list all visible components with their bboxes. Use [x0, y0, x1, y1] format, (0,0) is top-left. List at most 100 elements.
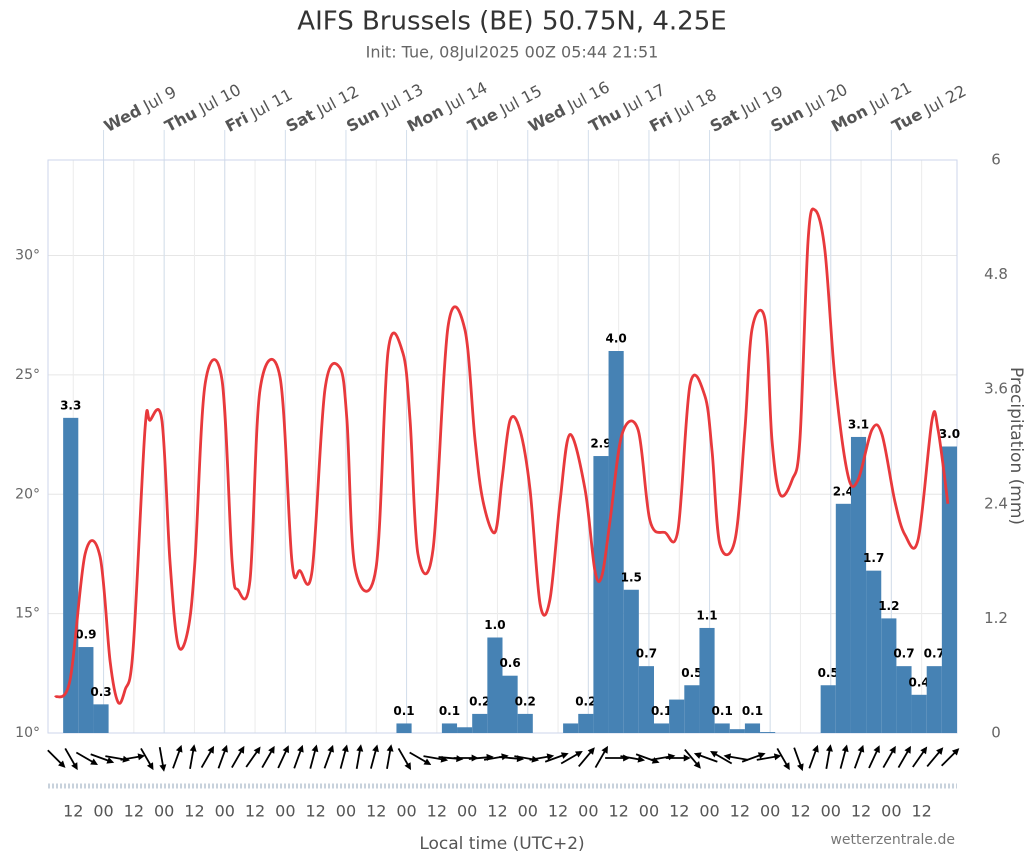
precip-bar: [608, 351, 624, 733]
temperature-line: [54, 207, 950, 705]
x-tick-label: 00: [457, 802, 477, 821]
x-tick-label: 00: [518, 802, 538, 821]
precip-bar: [623, 589, 639, 733]
x-tick-label: 12: [184, 802, 204, 821]
wind-head: [237, 745, 245, 754]
data-label: 0.1: [712, 704, 733, 718]
x-tick-label: 12: [790, 802, 810, 821]
precip-bar: [684, 685, 700, 733]
precip-bar: [638, 666, 654, 733]
precip-bar: [487, 637, 503, 733]
wind-head: [920, 746, 928, 755]
wind-head: [189, 744, 197, 752]
data-label: 4.0: [605, 332, 626, 346]
wind-arrow: [47, 749, 66, 768]
data-label: 0.1: [393, 704, 414, 718]
data-label: 3.3: [60, 398, 81, 412]
x-tick-label: 00: [760, 802, 780, 821]
wind-arrow: [897, 745, 911, 768]
data-label: 0.7: [893, 647, 914, 661]
x-tick-label: 00: [639, 802, 659, 821]
wind-head: [797, 763, 804, 772]
x-tick-label: 00: [93, 802, 113, 821]
data-label: 0.1: [742, 704, 763, 718]
wind-head: [904, 745, 911, 754]
wind-head: [207, 745, 215, 754]
precip-bar: [472, 713, 488, 733]
wind-head: [873, 745, 880, 754]
data-label: 0.7: [924, 647, 945, 661]
x-tick-label: 12: [427, 802, 447, 821]
wind-head: [637, 755, 646, 763]
wind-arrow: [189, 744, 197, 769]
wind-head: [423, 758, 432, 765]
wind-arrow: [825, 744, 833, 769]
wind-arrow: [293, 744, 304, 769]
precip-bar: [63, 417, 79, 733]
wind-head: [683, 754, 691, 762]
precip-bar: [669, 699, 685, 733]
wind-arrow: [578, 747, 595, 768]
x-tick-label: 00: [699, 802, 719, 821]
wind-arrow: [529, 753, 555, 761]
precip-bar: [881, 618, 897, 733]
x-tick-label: 00: [881, 802, 901, 821]
wind-head: [574, 751, 583, 758]
wind-head: [253, 746, 261, 755]
wind-arrow: [756, 753, 782, 761]
wind-arrow: [839, 744, 849, 769]
wind-arrow: [217, 744, 228, 769]
wind-arrow: [172, 744, 183, 769]
data-label: 1.7: [863, 551, 884, 565]
precip-bar: [835, 503, 851, 733]
x-tick-label: 00: [215, 802, 235, 821]
wind-head: [757, 752, 766, 759]
y2-tick-label: 2.4: [984, 494, 1008, 512]
y2-tick-label: 6: [991, 151, 1001, 169]
data-label: 0.1: [439, 704, 460, 718]
x-tick-label: 12: [730, 802, 750, 821]
wind-arrow: [741, 752, 766, 763]
wind-head: [106, 757, 115, 764]
y-tick-label: 30°: [15, 248, 40, 264]
wind-arrow: [926, 747, 944, 768]
precip-bar: [78, 647, 94, 733]
credit: wetterzentrale.de: [830, 832, 955, 848]
wind-arrow: [370, 744, 379, 769]
wind-arrow: [868, 745, 880, 769]
wind-head: [936, 747, 944, 755]
wind-arrow: [684, 748, 701, 769]
data-label: 1.2: [878, 599, 899, 613]
wind-head: [773, 753, 782, 761]
wind-head: [159, 764, 167, 772]
wind-head: [812, 744, 819, 753]
data-label: 2.4: [833, 484, 854, 498]
data-label: 3.0: [939, 427, 960, 441]
wind-arrow: [158, 747, 167, 772]
precip-bar: [896, 666, 912, 733]
precip-bar: [729, 729, 745, 733]
wind-head: [546, 753, 555, 761]
data-label: 0.7: [636, 647, 657, 661]
wind-arrow: [409, 751, 432, 765]
x-tick-label: 12: [851, 802, 871, 821]
precip-bar: [850, 436, 867, 733]
x-tick-label: 00: [578, 802, 598, 821]
wind-head: [587, 747, 595, 755]
wind-arrow: [620, 755, 646, 763]
wind-head: [386, 744, 394, 752]
precip-bar: [820, 685, 836, 733]
wind-head: [58, 760, 66, 768]
x-axis-title: Local time (UTC+2): [419, 834, 584, 853]
data-label: 0.2: [469, 694, 490, 708]
x-tick-label: 12: [63, 802, 83, 821]
wind-arrow: [90, 753, 115, 764]
wind-arrow: [941, 748, 960, 767]
x-tick-label: 00: [396, 802, 416, 821]
wind-head: [221, 744, 228, 753]
wind-head: [783, 762, 790, 771]
wind-head: [889, 745, 896, 754]
data-label: 0.9: [75, 628, 96, 642]
wind-arrow: [776, 748, 790, 771]
